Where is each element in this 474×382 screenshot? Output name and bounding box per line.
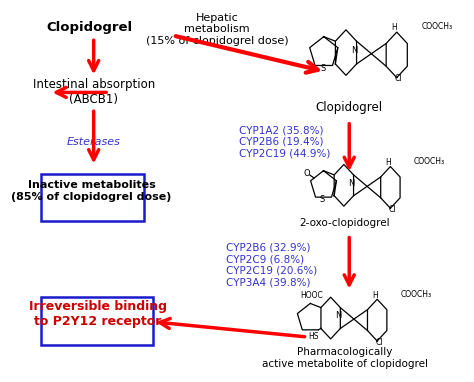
Text: N: N: [335, 311, 342, 320]
Text: S: S: [320, 196, 325, 204]
Text: CYP1A2 (35.8%)
CYP2B6 (19.4%)
CYP2C19 (44.9%): CYP1A2 (35.8%) CYP2B6 (19.4%) CYP2C19 (4…: [239, 125, 330, 158]
Text: COOCH₃: COOCH₃: [414, 157, 445, 166]
Text: COOCH₃: COOCH₃: [422, 22, 453, 31]
FancyBboxPatch shape: [41, 174, 145, 221]
FancyBboxPatch shape: [41, 297, 153, 345]
Text: HOOC: HOOC: [300, 291, 323, 299]
Text: Clopidogrel: Clopidogrel: [46, 21, 132, 34]
Text: Esterases: Esterases: [67, 137, 120, 147]
Text: Cl: Cl: [389, 205, 396, 214]
Text: H: H: [392, 23, 398, 32]
Text: Intestinal absorption
(ABCB1): Intestinal absorption (ABCB1): [33, 78, 155, 107]
Text: COOCH₃: COOCH₃: [401, 290, 431, 299]
Text: Irreversible binding
to P2Y12 receptor: Irreversible binding to P2Y12 receptor: [29, 300, 167, 328]
Text: Clopidogrel: Clopidogrel: [316, 101, 383, 114]
Text: N: N: [348, 179, 355, 188]
Text: S: S: [320, 64, 325, 73]
Text: Cl: Cl: [375, 338, 383, 346]
Text: Pharmacologically
active metabolite of clopidogrel: Pharmacologically active metabolite of c…: [262, 347, 428, 369]
Text: CYP2B6 (32.9%)
CYP2C9 (6.8%)
CYP2C19 (20.6%)
CYP3A4 (39.8%): CYP2B6 (32.9%) CYP2C9 (6.8%) CYP2C19 (20…: [226, 243, 317, 287]
Text: H: H: [385, 158, 392, 167]
Text: H: H: [373, 291, 378, 299]
Text: O: O: [304, 169, 310, 178]
Text: Hepatic
metabolism
(15% of clopidogrel dose): Hepatic metabolism (15% of clopidogrel d…: [146, 13, 288, 46]
Text: Cl: Cl: [395, 74, 402, 83]
Text: 2-oxo-clopidogrel: 2-oxo-clopidogrel: [300, 218, 390, 228]
Text: Inactive metabolites
(85% of clopidogrel dose): Inactive metabolites (85% of clopidogrel…: [11, 180, 172, 202]
Text: HS: HS: [308, 332, 319, 341]
Text: N: N: [351, 46, 357, 55]
